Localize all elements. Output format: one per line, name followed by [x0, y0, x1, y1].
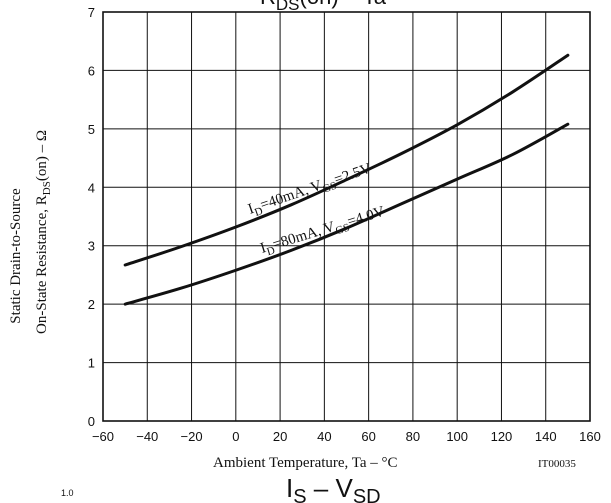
- label40-mid: =40mA, V: [258, 178, 324, 214]
- label40-end: =2.5V: [332, 161, 373, 189]
- figure-id: IT00035: [538, 458, 576, 470]
- y-tick-label: 1: [88, 356, 95, 371]
- next-title-s: S: [293, 486, 306, 503]
- label80-i: I: [258, 240, 267, 257]
- series-line-2: [123, 122, 570, 306]
- label40-d: D: [253, 205, 264, 219]
- x-axis-label: Ambient Temperature, Ta – °C: [213, 455, 398, 471]
- next-chart-title: IS – VSD: [286, 473, 381, 503]
- x-tick-label: 0: [232, 429, 239, 444]
- plot-frame: [102, 11, 591, 422]
- label80-gs: GS: [334, 222, 351, 238]
- next-title-sd: SD: [353, 486, 381, 503]
- label80-d: D: [265, 244, 276, 258]
- series-line-1: [123, 53, 570, 267]
- ylabel-sub: DS: [41, 181, 53, 195]
- ylabel-rest: (on) – Ω: [34, 130, 50, 181]
- x-tick-label: 20: [273, 429, 287, 444]
- x-tick-label: 60: [361, 429, 375, 444]
- next-title-i: I: [286, 473, 293, 503]
- x-tick-label: −40: [136, 429, 158, 444]
- y-tick-label: 4: [88, 180, 95, 195]
- label40-i: I: [246, 201, 256, 218]
- title-sub: DS: [276, 0, 300, 14]
- y-tick-label: 7: [88, 5, 95, 20]
- x-tick-label: 100: [446, 429, 468, 444]
- x-tick-label: 140: [535, 429, 557, 444]
- y-tick-label: 2: [88, 297, 95, 312]
- next-chart-top-tick: 1.0: [61, 488, 74, 498]
- y-tick-label: 6: [88, 63, 95, 78]
- label80-end: =4.0V: [346, 204, 387, 230]
- x-tick-label: −20: [181, 429, 203, 444]
- x-tick-label: −60: [92, 429, 114, 444]
- y-axis-label-line2: On-State Resistance, RDS(on) – Ω: [34, 130, 53, 334]
- x-tick-label: 80: [406, 429, 420, 444]
- y-tick-labels: 0 1 2 3 4 5 6 7: [88, 5, 95, 429]
- y-tick-label: 5: [88, 122, 95, 137]
- label40-gs: GS: [321, 180, 338, 196]
- y-axis-label-line1: Static Drain-to-Source: [8, 188, 24, 324]
- next-title-mid: – V: [307, 473, 354, 503]
- x-tick-label: 120: [491, 429, 513, 444]
- x-tick-labels: −60 −40 −20 0 20 40 60 80 100 120 140 160: [92, 429, 601, 444]
- ylabel-main: On-State Resistance, R: [34, 195, 50, 334]
- y-tick-label: 0: [88, 414, 95, 429]
- x-tick-label: 40: [317, 429, 331, 444]
- label80-mid: =80mA, V: [271, 219, 337, 253]
- title-main: R: [260, 0, 276, 9]
- x-tick-label: 160: [579, 429, 601, 444]
- title-rest: (on) – Ta: [300, 0, 387, 9]
- y-tick-label: 3: [88, 239, 95, 254]
- chart-title: RDS(on) – Ta: [260, 0, 387, 14]
- data-curves: [123, 53, 570, 306]
